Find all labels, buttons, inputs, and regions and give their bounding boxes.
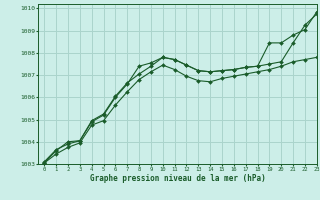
X-axis label: Graphe pression niveau de la mer (hPa): Graphe pression niveau de la mer (hPa) — [90, 174, 266, 183]
